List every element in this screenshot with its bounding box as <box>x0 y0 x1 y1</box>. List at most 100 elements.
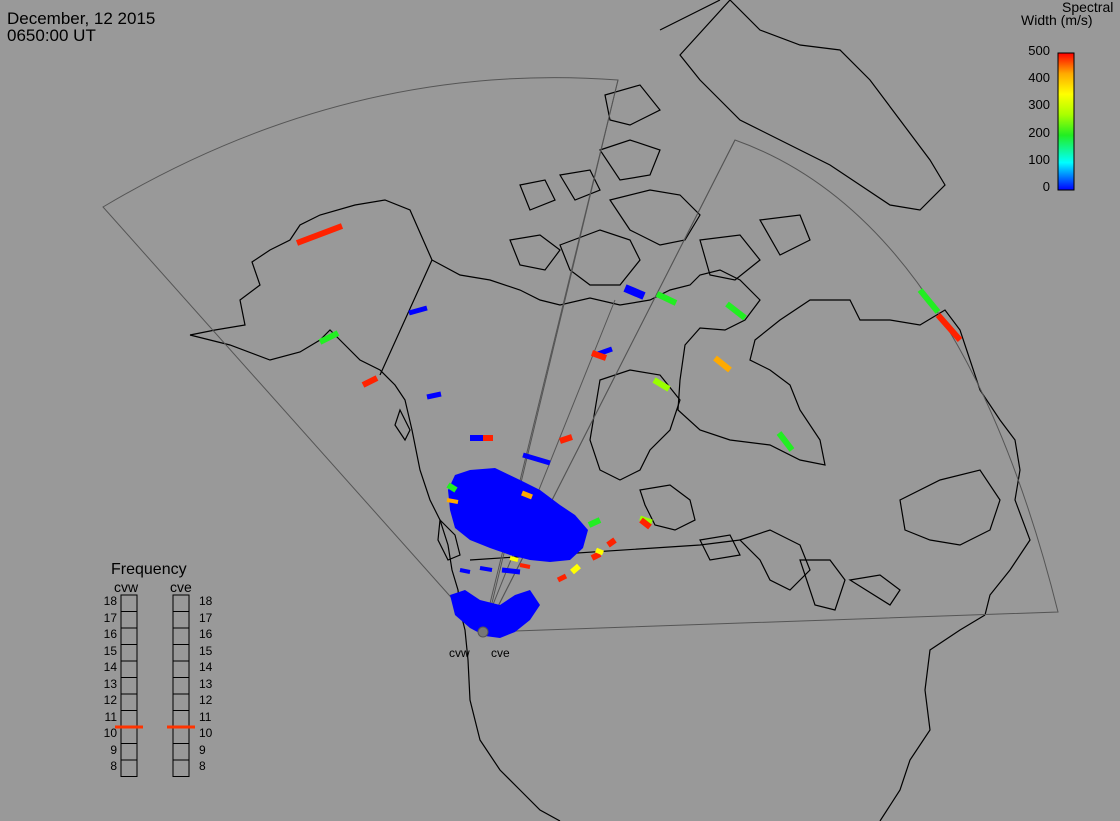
frequency-cell <box>120 759 138 777</box>
frequency-cell <box>172 759 190 777</box>
scatter-segment <box>606 537 617 548</box>
scatter-segment <box>587 517 602 528</box>
frequency-title: Frequency <box>111 561 187 578</box>
scatter-segment <box>713 355 732 373</box>
scatter-segment <box>639 515 653 525</box>
frequency-cell <box>172 693 190 711</box>
frequency-cell <box>172 594 190 612</box>
frequency-cell <box>120 627 138 645</box>
frequency-cell <box>120 743 138 761</box>
scatter-segment <box>776 431 795 452</box>
frequency-scale-label: 18 <box>103 594 117 608</box>
frequency-cell <box>172 644 190 662</box>
scatter-segment <box>361 375 379 388</box>
frequency-scale-label: 15 <box>199 643 213 658</box>
colorbar-title-2: Width (m/s) <box>1021 12 1093 28</box>
frequency-scale-label: 13 <box>103 676 117 691</box>
frequency-cell <box>120 677 138 695</box>
scatter-region <box>450 590 540 638</box>
frequency-scale-label: 12 <box>199 693 213 707</box>
great-lakes <box>738 529 811 591</box>
scatter-region <box>448 468 588 562</box>
frequency-scale-label: 12 <box>103 693 117 707</box>
frequency-scale-label: 11 <box>104 709 117 724</box>
east-coast <box>879 614 986 821</box>
colorbar-title-1: Spectral <box>1062 0 1114 15</box>
radar-site-marker <box>477 626 489 638</box>
scatter-segment <box>570 563 581 575</box>
scatter-segment <box>595 547 604 556</box>
cvw-gauge-label: cvw <box>114 579 139 595</box>
frequency-cell <box>172 726 190 744</box>
scatter-segment <box>559 434 573 444</box>
frequency-cell <box>172 627 190 645</box>
scatter-segment <box>521 490 533 500</box>
radar-label-cvw: cvw <box>449 646 470 660</box>
scatter-segment <box>459 568 471 574</box>
frequency-scale-label: 10 <box>103 726 117 740</box>
scatter-segment <box>479 566 493 572</box>
scatter-segment <box>509 556 519 562</box>
scatter-segment <box>295 223 344 246</box>
scatter-segment <box>590 551 602 561</box>
frequency-scale-label: 14 <box>199 660 213 674</box>
scatter-segment <box>655 291 678 306</box>
frequency-cell <box>120 644 138 662</box>
frequency-cell <box>172 743 190 761</box>
colorbar-tick-label: 0 <box>1042 179 1050 194</box>
frequency-scale-label: 11 <box>199 709 212 724</box>
colorbar-tick-label: 400 <box>1028 70 1050 86</box>
frequency-scale-label: 8 <box>110 759 117 773</box>
time-label: 0650:00 UT <box>7 26 96 45</box>
scatter-segment <box>652 377 671 392</box>
frequency-scale-label: 10 <box>199 726 213 740</box>
colorbar-tick-label: 200 <box>1028 124 1050 140</box>
colorbar-tick-label: 500 <box>1028 43 1050 58</box>
scatter-segment <box>522 452 551 466</box>
frequency-scale-label: 16 <box>103 627 117 641</box>
frequency-scale-label: 17 <box>199 610 213 625</box>
scatter-segment <box>917 288 941 314</box>
cvw-fov-outline <box>102 77 619 633</box>
alaska-coast <box>189 329 561 821</box>
coastlines <box>189 0 1031 821</box>
frequency-scale-label: 18 <box>199 594 213 608</box>
frequency-scale-label: 13 <box>199 676 213 691</box>
scatter-segment <box>408 305 428 316</box>
frequency-scale-label: 8 <box>199 759 206 773</box>
frequency-cell <box>172 611 190 629</box>
scatter-segment <box>519 563 531 569</box>
frequency-scale-label: 17 <box>103 610 117 625</box>
colorbar <box>1057 52 1075 191</box>
alaska-border <box>379 259 433 376</box>
radar-label-cve: cve <box>491 646 510 660</box>
frequency-cell <box>120 710 138 728</box>
colorbar-tick-label: 300 <box>1028 97 1050 113</box>
scatter-segment <box>501 567 521 575</box>
cve-gauge-label: cve <box>170 579 192 595</box>
greenland-coast <box>659 0 946 211</box>
scatter-segment <box>590 350 608 361</box>
frequency-cell <box>120 594 138 612</box>
frequency-scale-label: 9 <box>110 742 117 757</box>
scatter-segment <box>446 482 458 493</box>
frequency-scale-label: 16 <box>199 627 213 641</box>
scatter-segment <box>318 330 340 345</box>
frequency-cell <box>120 726 138 744</box>
scatter-segment <box>426 391 442 400</box>
date-label: December, 12 2015 <box>7 9 156 28</box>
frequency-cell <box>172 710 190 728</box>
scatter-segment <box>446 498 459 504</box>
frequency-cell <box>120 611 138 629</box>
scatter-segment <box>623 284 646 300</box>
frequency-scale-label: 14 <box>103 660 117 674</box>
frequency-cell <box>120 693 138 711</box>
frequency-gauges <box>115 594 195 777</box>
colorbar-tick-label: 100 <box>1028 151 1050 167</box>
scatter-segment <box>556 573 568 583</box>
scatter-cells <box>295 223 963 638</box>
hudson-bay <box>589 369 681 481</box>
scatter-segment <box>639 517 652 530</box>
scatter-segment <box>725 301 747 321</box>
